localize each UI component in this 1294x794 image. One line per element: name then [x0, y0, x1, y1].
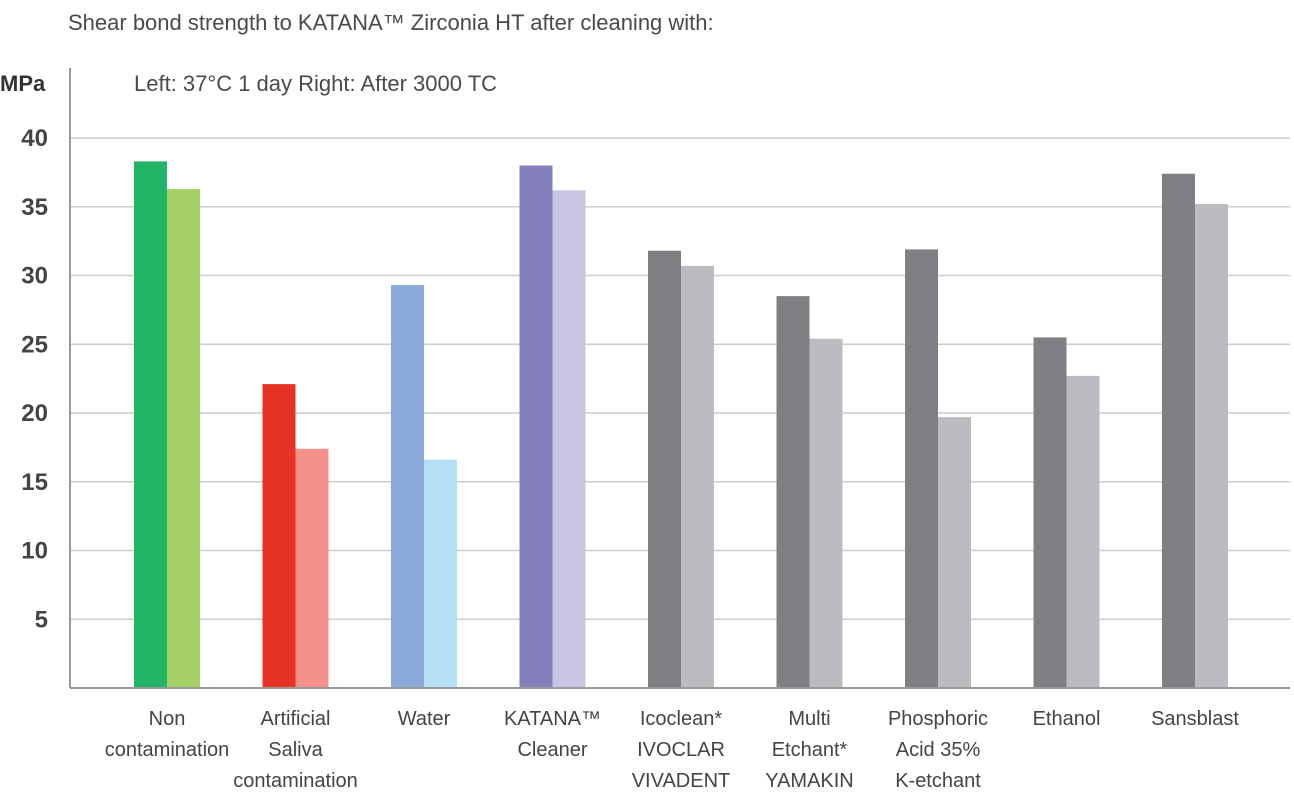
bar-right	[681, 265, 714, 688]
y-tick-label: 10	[21, 538, 48, 565]
x-category-label: KATANA™	[504, 708, 601, 730]
x-category-label: Etchant*	[772, 739, 848, 761]
chart-title: Shear bond strength to KATANA™ Zirconia …	[68, 10, 714, 35]
x-category-label: Phosphoric	[888, 708, 988, 730]
bar-right	[809, 338, 843, 688]
x-category-label: IVOCLAR	[637, 739, 725, 761]
y-tick-labels: 5 10 15 20 25 30 35 40	[21, 125, 48, 633]
x-category-label: Multi	[788, 708, 830, 730]
bar-left	[134, 161, 167, 688]
x-category-label: Ethanol	[1033, 708, 1101, 730]
y-axis-unit-label: MPa	[0, 71, 46, 96]
bar-right	[552, 190, 586, 688]
x-category-label: YAMAKIN	[765, 770, 854, 792]
x-category-label: VIVADENT	[632, 770, 731, 792]
bar-right	[938, 417, 971, 688]
bar-right	[1066, 375, 1100, 688]
bar-right	[1195, 204, 1228, 688]
x-category-label: Water	[398, 708, 451, 730]
bar-right	[167, 188, 200, 688]
bar-left	[776, 296, 810, 688]
bar-right	[424, 459, 457, 688]
x-category-labels: Non contamination Artificial Saliva contamin…	[105, 708, 1240, 792]
x-category-label: Saliva	[268, 739, 323, 761]
x-category-label: K-etchant	[895, 770, 981, 792]
chart-subtitle: Left: 37°C 1 day Right: After 3000 TC	[134, 71, 497, 96]
y-tick-label: 5	[35, 606, 48, 633]
bar-left	[1162, 173, 1195, 688]
bar-left	[391, 285, 424, 688]
x-category-label: Sansblast	[1151, 708, 1239, 730]
bar-left	[1033, 337, 1067, 688]
bar-right	[295, 448, 329, 688]
y-tick-label: 35	[21, 194, 48, 221]
bars	[134, 161, 1228, 688]
x-category-label: Artificial	[260, 708, 330, 730]
bar-left	[519, 165, 553, 688]
axes	[69, 68, 1290, 689]
x-category-label: contamination	[233, 770, 358, 792]
bar-left	[262, 384, 296, 688]
bar-left	[905, 249, 938, 688]
x-category-label: Icoclean*	[640, 708, 722, 730]
y-tick-label: 40	[21, 125, 48, 152]
x-category-label: Cleaner	[517, 739, 587, 761]
x-category-label: contamination	[105, 739, 230, 761]
y-tick-label: 20	[21, 400, 48, 427]
y-tick-label: 15	[21, 469, 48, 496]
x-category-label: Non	[149, 708, 186, 730]
bar-left	[648, 250, 681, 688]
y-tick-label: 30	[21, 263, 48, 290]
x-category-label: Acid 35%	[896, 739, 981, 761]
y-tick-label: 25	[21, 331, 48, 358]
